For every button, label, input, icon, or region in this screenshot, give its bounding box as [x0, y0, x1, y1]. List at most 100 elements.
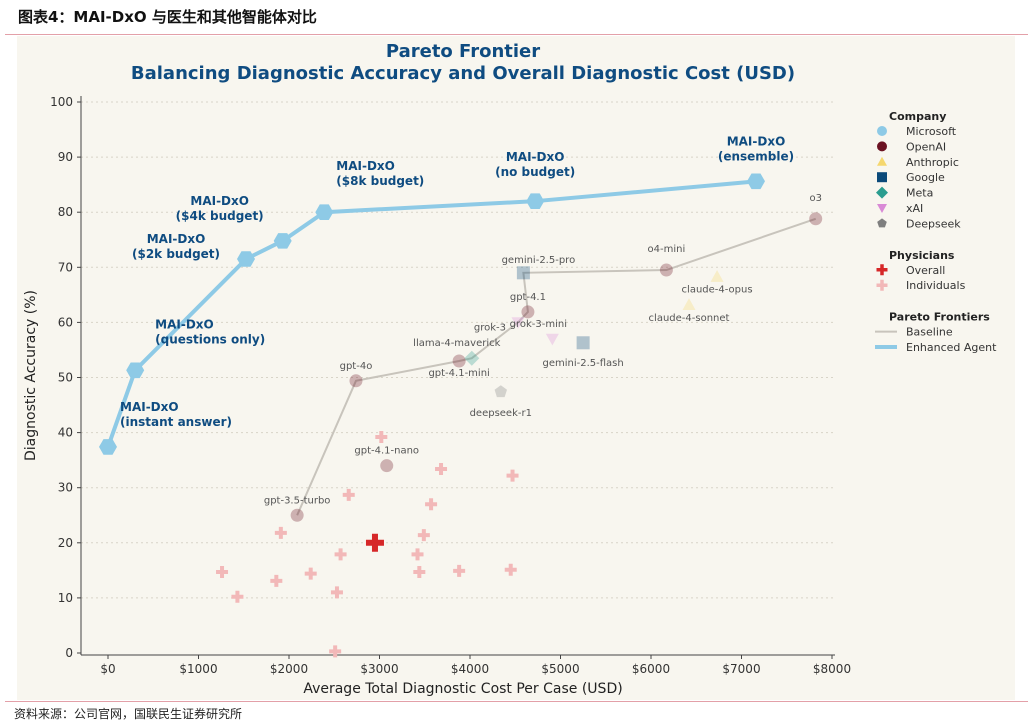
model-marker-grok-3 — [511, 317, 525, 329]
model-label: o4-mini — [648, 244, 686, 255]
x-tick-label: $2000 — [270, 662, 308, 676]
enhanced-agent-marker — [126, 362, 145, 379]
x-tick-label: $0 — [100, 662, 115, 676]
y-tick-label: 30 — [58, 481, 73, 495]
model-marker-gpt-4.1-mini — [452, 354, 466, 368]
model-marker-gpt-4.1 — [521, 305, 535, 319]
y-tick-label: 100 — [50, 95, 73, 109]
model-marker-gemini-2.5-pro — [516, 266, 530, 280]
y-tick-label: 20 — [58, 536, 73, 550]
physician-individual-marker — [342, 488, 355, 501]
model-label: grok-3-mini — [510, 319, 567, 330]
model-label: llama-4-maverick — [413, 338, 500, 349]
legend-triangle-up-icon — [877, 156, 887, 166]
legend-item-label: Meta — [906, 187, 933, 200]
legend-plus-icon — [876, 279, 888, 291]
physician-individual-marker — [329, 645, 342, 658]
legend-circle-icon — [877, 126, 887, 136]
x-tick-label: $8000 — [813, 662, 851, 676]
model-marker-grok-3-mini — [545, 333, 559, 346]
enhanced-agent-marker — [99, 439, 117, 455]
physician-individual-marker — [304, 567, 317, 580]
enhanced-agent-label: (questions only) — [155, 332, 265, 346]
legend-circle-icon — [877, 141, 887, 152]
legend-pentagon-icon — [877, 218, 887, 228]
physician-individual-marker — [435, 462, 448, 475]
legend-item-label: xAI — [906, 202, 923, 215]
chart-background — [17, 36, 1015, 700]
y-tick-label: 70 — [58, 260, 73, 274]
physician-individual-marker — [425, 498, 438, 511]
baseline-frontier-line — [296, 217, 817, 516]
physician-individual-marker — [270, 574, 283, 587]
model-label: gpt-4o — [340, 361, 373, 372]
legend-item-label: OpenAI — [906, 140, 946, 153]
legend-section-title: Company — [889, 110, 946, 123]
y-tick-label: 0 — [65, 646, 73, 660]
legend-item-label: Enhanced Agent — [906, 341, 997, 354]
legend-item-label: Deepseek — [906, 217, 961, 230]
model-label: gpt-4.1-nano — [354, 446, 419, 457]
enhanced-agent-label: MAI-DxO — [190, 194, 249, 208]
model-label: gemini-2.5-flash — [543, 358, 624, 369]
enhanced-agent-marker — [315, 204, 334, 220]
legend-square-icon — [877, 172, 887, 183]
model-marker-claude-4-opus — [710, 270, 724, 282]
enhanced-agent-label: MAI-DxO — [336, 159, 395, 173]
enhanced-agent-label: (no budget) — [495, 165, 575, 179]
y-tick-label: 40 — [58, 426, 73, 440]
enhanced-agent-marker — [237, 251, 255, 267]
model-label: claude-4-opus — [682, 285, 753, 296]
physician-individual-marker — [375, 431, 388, 444]
model-label: claude-4-sonnet — [649, 313, 730, 324]
model-marker-gpt-3.5-turbo — [290, 508, 304, 522]
y-tick-label: 80 — [58, 205, 73, 219]
physician-individual-marker — [413, 566, 426, 579]
physician-individual-marker — [334, 548, 347, 561]
y-tick-label: 60 — [58, 315, 73, 329]
model-marker-gpt-4o — [349, 374, 363, 388]
physician-individual-marker — [274, 526, 287, 539]
model-label: gemini-2.5-pro — [502, 255, 576, 266]
enhanced-agent-label: ($2k budget) — [132, 247, 220, 261]
model-marker-deepseek-r1 — [494, 385, 507, 398]
physician-individual-marker — [417, 529, 430, 542]
model-label: gpt-3.5-turbo — [264, 495, 331, 506]
x-tick-label: $7000 — [722, 662, 760, 676]
chart-title: Pareto Frontier — [386, 41, 540, 62]
x-axis-label: Average Total Diagnostic Cost Per Case (… — [303, 681, 622, 697]
y-tick-label: 90 — [58, 150, 73, 164]
footer-divider — [5, 701, 1028, 702]
legend-plus-icon — [876, 264, 888, 276]
x-tick-label: $4000 — [451, 662, 489, 676]
legend-triangle-down-icon — [877, 204, 887, 213]
physician-individual-marker — [216, 566, 229, 579]
model-label: gpt-4.1-mini — [428, 368, 489, 379]
physician-individual-marker — [231, 590, 244, 603]
enhanced-agent-label: MAI-DxO — [727, 134, 786, 148]
physician-individual-marker — [330, 586, 343, 599]
physician-individual-marker — [453, 564, 466, 577]
legend-item-label: Individuals — [906, 279, 966, 292]
model-marker-claude-4-sonnet — [682, 298, 696, 310]
x-tick-label: $5000 — [541, 662, 579, 676]
legend-section-title: Pareto Frontiers — [889, 311, 990, 324]
physician-individual-marker — [411, 548, 424, 561]
enhanced-agent-label: MAI-DxO — [120, 400, 179, 414]
x-tick-label: $3000 — [360, 662, 398, 676]
legend-item-label: Microsoft — [906, 125, 957, 138]
model-marker-gpt-4.1-nano — [380, 459, 394, 473]
model-marker-o3 — [809, 212, 823, 226]
enhanced-agent-label: ($8k budget) — [336, 174, 424, 188]
model-label: deepseek-r1 — [470, 408, 532, 419]
model-label: grok-3 — [474, 322, 506, 333]
enhanced-agent-marker — [273, 233, 292, 249]
legend-item-label: Google — [906, 171, 945, 184]
source-note: 资料来源：公司官网，国联民生证券研究所 — [14, 707, 243, 721]
model-marker-o4-mini — [659, 263, 673, 277]
chart-subtitle: Balancing Diagnostic Accuracy and Overal… — [131, 63, 795, 84]
enhanced-agent-label: (instant answer) — [120, 415, 232, 429]
x-tick-label: $1000 — [179, 662, 217, 676]
physician-individual-marker — [504, 563, 517, 576]
